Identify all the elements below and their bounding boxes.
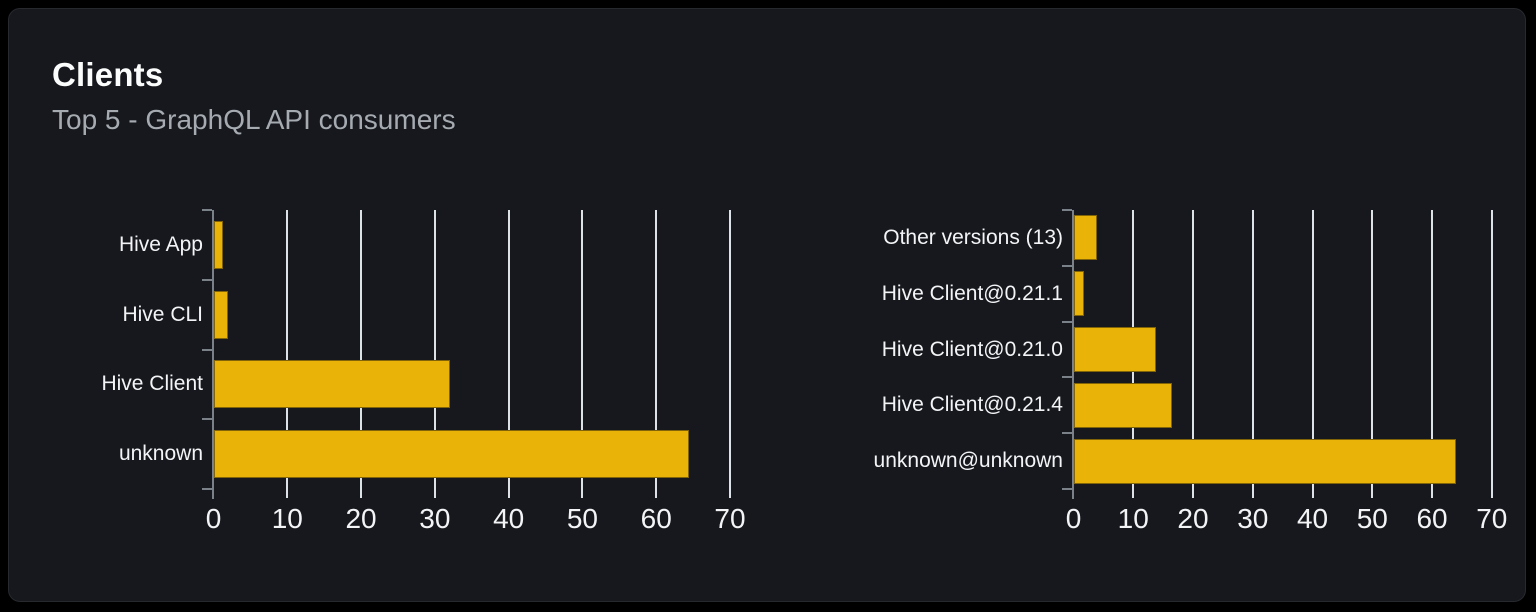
bar-other-versions-13-[interactable]: [1073, 215, 1098, 261]
bar-hive-client-0-21-4[interactable]: [1073, 382, 1173, 428]
bar-hive-cli[interactable]: [213, 290, 229, 339]
card-subtitle: Top 5 - GraphQL API consumers: [52, 104, 456, 135]
bar-hive-client[interactable]: [213, 360, 450, 409]
clients-card: Clients Top 5 - GraphQL API consumers: [8, 8, 1526, 602]
bar-hive-client-0-21-1[interactable]: [1073, 271, 1085, 317]
bar-hive-app[interactable]: [213, 220, 224, 269]
bar-hive-client-0-21-0[interactable]: [1073, 327, 1156, 372]
card-title: Clients: [52, 56, 164, 93]
bar-unknown-unknown[interactable]: [1073, 438, 1456, 484]
bar-unknown[interactable]: [213, 430, 690, 479]
